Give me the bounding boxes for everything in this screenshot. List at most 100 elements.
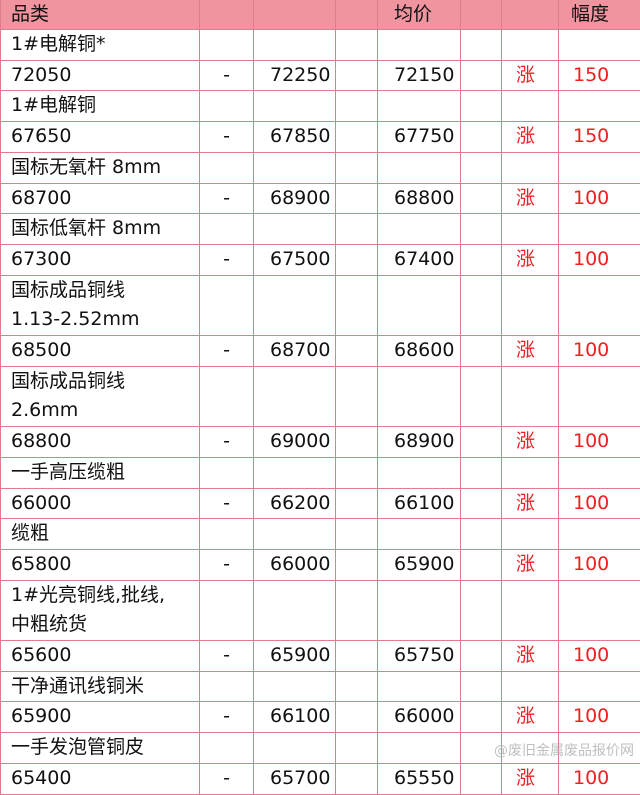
change-amount: 100	[559, 336, 640, 367]
high-price: 66200	[254, 488, 336, 519]
item-price-row: 65400 - 65700 65550 涨 100	[1, 763, 640, 794]
item-price-row: 72050 - 72250 72150 涨 150	[1, 60, 640, 91]
low-price: 65800	[1, 549, 200, 580]
average-price: 65550	[378, 763, 461, 794]
range-separator: -	[200, 122, 254, 153]
average-price: 66100	[378, 488, 461, 519]
item-name: 缆粗	[1, 519, 200, 550]
change-amount: 150	[559, 60, 640, 91]
low-price: 72050	[1, 60, 200, 91]
header-change: 幅度	[559, 0, 640, 30]
range-separator: -	[200, 763, 254, 794]
high-price: 69000	[254, 427, 336, 458]
change-amount: 100	[559, 549, 640, 580]
low-price: 65900	[1, 702, 200, 733]
high-price: 65900	[254, 641, 336, 672]
item-price-row: 65800 - 66000 65900 涨 100	[1, 549, 640, 580]
header-row: 品类 均价 幅度	[1, 0, 640, 30]
change-amount: 100	[559, 183, 640, 214]
item-price-row: 66000 - 66200 66100 涨 100	[1, 488, 640, 519]
range-separator: -	[200, 244, 254, 275]
item-name-row: 1#光亮铜线,批线,中粗统货	[1, 580, 640, 640]
change-amount: 100	[559, 244, 640, 275]
high-price: 66000	[254, 549, 336, 580]
item-name: 1#电解铜	[1, 91, 200, 122]
change-amount: 100	[559, 702, 640, 733]
range-separator: -	[200, 702, 254, 733]
item-name: 干净通讯线铜米	[1, 671, 200, 702]
average-price: 68900	[378, 427, 461, 458]
item-name: 1#光亮铜线,批线,中粗统货	[1, 580, 200, 640]
high-price: 65700	[254, 763, 336, 794]
item-price-row: 67650 - 67850 67750 涨 150	[1, 122, 640, 153]
trend-label: 涨	[502, 427, 559, 458]
item-name-row: 国标成品铜线 1.13-2.52mm	[1, 275, 640, 335]
low-price: 65600	[1, 641, 200, 672]
item-price-row: 68500 - 68700 68600 涨 100	[1, 336, 640, 367]
item-price-row: 67300 - 67500 67400 涨 100	[1, 244, 640, 275]
average-price: 67400	[378, 244, 461, 275]
range-separator: -	[200, 183, 254, 214]
low-price: 65400	[1, 763, 200, 794]
low-price: 67650	[1, 122, 200, 153]
item-price-row: 65900 - 66100 66000 涨 100	[1, 702, 640, 733]
average-price: 66000	[378, 702, 461, 733]
high-price: 72250	[254, 60, 336, 91]
item-price-row: 68700 - 68900 68800 涨 100	[1, 183, 640, 214]
trend-label: 涨	[502, 641, 559, 672]
low-price: 67300	[1, 244, 200, 275]
item-name: 国标成品铜线 1.13-2.52mm	[1, 275, 200, 335]
item-name-row: 1#电解铜	[1, 91, 640, 122]
low-price: 68700	[1, 183, 200, 214]
item-name-row: 1#电解铜*	[1, 30, 640, 61]
item-name-row: 干净通讯线铜米	[1, 671, 640, 702]
trend-label: 涨	[502, 763, 559, 794]
range-separator: -	[200, 336, 254, 367]
change-amount: 100	[559, 763, 640, 794]
average-price: 68800	[378, 183, 461, 214]
high-price: 68900	[254, 183, 336, 214]
range-separator: -	[200, 641, 254, 672]
item-name-row: 国标低氧杆 8mm	[1, 214, 640, 245]
change-amount: 150	[559, 122, 640, 153]
change-amount: 100	[559, 427, 640, 458]
watermark: @废旧金属废品报价网	[494, 740, 634, 760]
trend-label: 涨	[502, 488, 559, 519]
low-price: 66000	[1, 488, 200, 519]
change-amount: 100	[559, 641, 640, 672]
average-price: 65900	[378, 549, 461, 580]
item-price-row: 68800 - 69000 68900 涨 100	[1, 427, 640, 458]
trend-label: 涨	[502, 336, 559, 367]
low-price: 68500	[1, 336, 200, 367]
average-price: 65750	[378, 641, 461, 672]
low-price: 68800	[1, 427, 200, 458]
item-price-row: 65600 - 65900 65750 涨 100	[1, 641, 640, 672]
average-price: 72150	[378, 60, 461, 91]
average-price: 68600	[378, 336, 461, 367]
item-name: 1#电解铜*	[1, 30, 200, 61]
item-name-row: 一手高压缆粗	[1, 457, 640, 488]
item-name-row: 缆粗	[1, 519, 640, 550]
trend-label: 涨	[502, 244, 559, 275]
range-separator: -	[200, 549, 254, 580]
item-name: 一手高压缆粗	[1, 457, 200, 488]
range-separator: -	[200, 488, 254, 519]
item-name: 一手发泡管铜皮	[1, 733, 200, 764]
item-name-row: 国标成品铜线 2.6mm	[1, 366, 640, 426]
header-average: 均价	[378, 0, 461, 30]
high-price: 66100	[254, 702, 336, 733]
range-separator: -	[200, 60, 254, 91]
header-category: 品类	[1, 0, 200, 30]
high-price: 67850	[254, 122, 336, 153]
item-name-row: 国标无氧杆 8mm	[1, 152, 640, 183]
item-name: 国标低氧杆 8mm	[1, 214, 200, 245]
high-price: 68700	[254, 336, 336, 367]
trend-label: 涨	[502, 702, 559, 733]
item-name: 国标成品铜线 2.6mm	[1, 366, 200, 426]
trend-label: 涨	[502, 549, 559, 580]
high-price: 67500	[254, 244, 336, 275]
average-price: 67750	[378, 122, 461, 153]
item-name: 国标无氧杆 8mm	[1, 152, 200, 183]
trend-label: 涨	[502, 60, 559, 91]
